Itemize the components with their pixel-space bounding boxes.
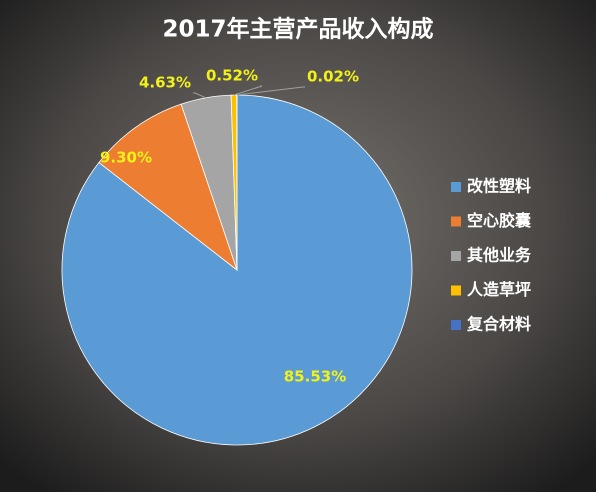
legend-label: 人造草坪	[467, 280, 531, 299]
leader-line	[193, 92, 206, 99]
data-label: 0.52%	[206, 67, 258, 85]
leader-line	[233, 85, 263, 96]
legend-swatch	[451, 182, 461, 192]
chart-title: 2017年主营产品收入构成	[162, 16, 433, 43]
legend-label: 其他业务	[467, 246, 532, 265]
data-label: 0.02%	[307, 68, 359, 86]
legend-label: 空心胶囊	[467, 211, 532, 230]
data-label: 4.63%	[139, 74, 191, 92]
legend-label: 改性塑料	[467, 177, 531, 196]
legend-swatch	[451, 216, 461, 227]
legend-label: 复合材料	[466, 315, 531, 334]
legend-swatch	[451, 285, 461, 296]
leader-line	[236, 86, 305, 96]
data-label: 9.30%	[100, 149, 152, 167]
data-label: 85.53%	[284, 368, 346, 386]
pie-slice	[98, 103, 238, 272]
legend-swatch	[451, 320, 461, 330]
legend-swatch	[451, 251, 461, 261]
